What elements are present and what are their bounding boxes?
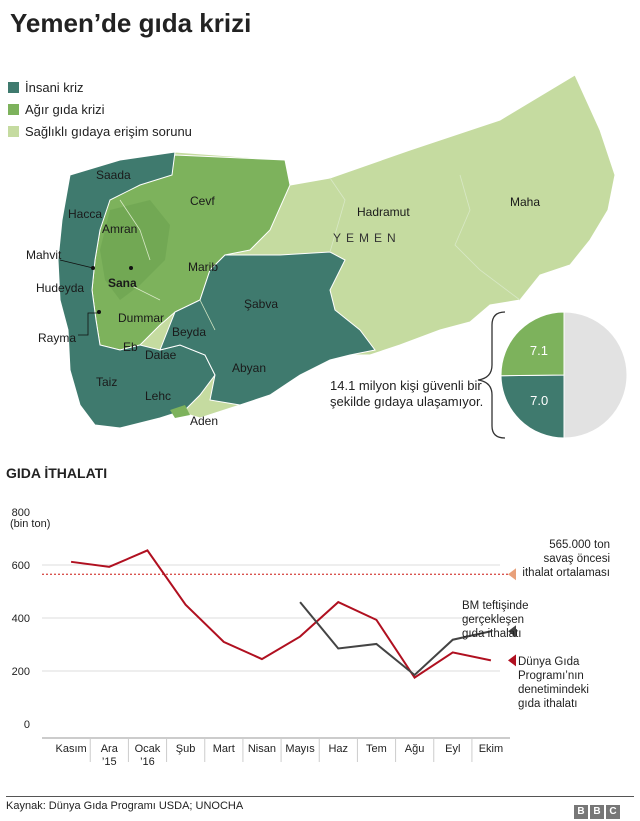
legend-label: İnsani kriz	[25, 79, 84, 95]
legend-label: Ağır gıda krizi	[25, 101, 105, 117]
map-region-humanitarian-south	[159, 251, 376, 406]
pie-chart: 7.1 7.0	[500, 311, 628, 439]
x-tick-label: Mart	[213, 743, 235, 755]
legend-item-severe: Ağır gıda krizi	[8, 98, 192, 120]
pie-bracket	[477, 311, 506, 439]
map-label-sabva: Şabva	[244, 297, 279, 311]
map-label-eb: Eb	[123, 340, 138, 354]
map-marker-sana	[129, 266, 133, 270]
x-tick-label: Ara	[101, 743, 119, 755]
series-end-marker	[508, 654, 516, 667]
map-label-rayma: Rayma	[38, 331, 77, 345]
legend-item-humanitarian: İnsani kriz	[8, 76, 192, 98]
legend-swatch	[8, 81, 19, 93]
legend-swatch	[8, 103, 19, 115]
legend-label: Sağlıklı gıdaya erişim sorunu	[25, 123, 192, 139]
x-tick-label: Ekim	[479, 743, 503, 755]
logo-letter: B	[590, 805, 604, 819]
map-label-taiz: Taiz	[96, 375, 118, 389]
annotation-wfp: Dünya Gıda Programı’nın denetimindeki gı…	[518, 656, 589, 710]
source-divider	[6, 796, 634, 797]
y-axis-label: (bin ton)	[10, 518, 50, 530]
page-title: Yemen’de gıda krizi	[10, 8, 252, 38]
pie-slice-label: 7.0	[530, 393, 548, 408]
pie-slice-label: 7.1	[530, 343, 548, 358]
series-line	[70, 549, 492, 680]
legend: İnsani kriz Ağır gıda krizi Sağlıklı gıd…	[8, 76, 192, 142]
legend-swatch	[8, 125, 19, 137]
map-label-amran: Amran	[102, 222, 138, 236]
map-label-abyan: Abyan	[232, 361, 267, 375]
bbc-logo: B B C	[574, 805, 620, 819]
map-leader-rayma	[78, 312, 99, 336]
map-label-hacca: Hacca	[68, 207, 103, 221]
map-label-sana: Sana	[108, 276, 137, 290]
map-label-hadramut: Hadramut	[357, 205, 410, 219]
section-title: GIDA İTHALATI	[6, 465, 108, 481]
y-tick-label: 200	[12, 666, 30, 678]
pie-note: 14.1 milyon kişi güvenli bir şekilde gıd…	[330, 378, 484, 409]
x-tick-label: Tem	[366, 743, 387, 755]
map-region-aden	[170, 405, 190, 418]
map-label-mahvit: Mahvit	[26, 248, 62, 262]
x-tick-label: ’15	[102, 756, 117, 768]
logo-letter: C	[606, 805, 620, 819]
y-tick-label: 600	[12, 560, 30, 572]
y-tick-label: 0	[24, 719, 30, 731]
source-text: Kaynak: Dünya Gıda Programı USDA; UNOCHA	[6, 800, 244, 812]
x-tick-label: Haz	[328, 743, 348, 755]
pie-slice	[563, 311, 628, 439]
legend-item-access: Sağlıklı gıdaya erişim sorunu	[8, 120, 192, 142]
x-tick-label: Ağu	[405, 743, 425, 755]
map-label-marib: Marib	[188, 260, 219, 274]
pie-slice	[500, 311, 565, 377]
x-tick-label: ’16	[140, 756, 155, 768]
logo-letter: B	[574, 805, 588, 819]
x-tick-label: Nisan	[248, 743, 276, 755]
x-tick-label: Şub	[176, 743, 196, 755]
map-leader-mahvit	[59, 259, 94, 269]
map-label-saada: Saada	[96, 168, 131, 182]
annotation-reference: 565.000 ton savaş öncesi ithalat ortalam…	[522, 539, 610, 579]
annotation-bm: BM teftişinde gerçekleşen gıda ithalatı	[462, 600, 529, 640]
map-label-maha: Maha	[510, 195, 541, 209]
map-label-hudeyda: Hudeyda	[36, 281, 85, 295]
map-borders	[119, 174, 521, 331]
pie-slice	[500, 374, 565, 439]
map-label-aden: Aden	[190, 414, 219, 428]
x-tick-label: Eyl	[445, 743, 460, 755]
map-label-cevf: Cevf	[190, 194, 215, 208]
y-tick-label: 800	[12, 507, 30, 519]
x-tick-label: Mayıs	[285, 743, 315, 755]
map-label-dalae: Dalae	[145, 348, 177, 362]
map-label-dummar: Dummar	[118, 311, 165, 325]
x-tick-label: Ocak	[135, 743, 161, 755]
x-tick-label: Kasım	[55, 743, 86, 755]
map-country-label: YEMEN	[333, 231, 401, 245]
map-label-beyda: Beyda	[172, 325, 207, 339]
map-region-highlands	[100, 200, 170, 300]
yemen-map: 7.1 7.0	[57, 74, 628, 439]
map-label-lehc: Lehc	[145, 389, 172, 403]
y-tick-label: 400	[12, 613, 30, 625]
